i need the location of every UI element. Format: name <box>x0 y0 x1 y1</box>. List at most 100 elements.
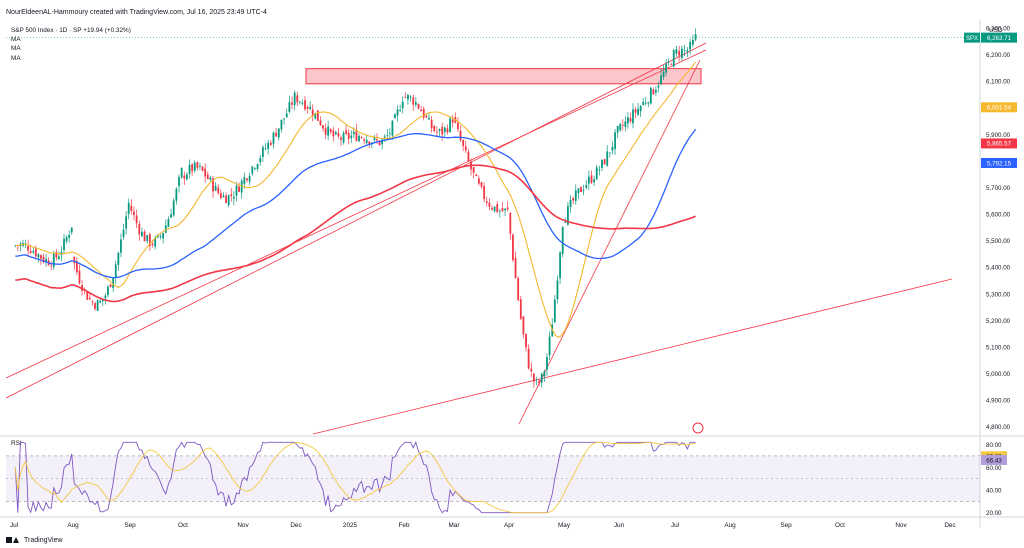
candle-body <box>78 270 81 284</box>
candle-body <box>342 132 345 143</box>
candle-body <box>275 132 278 137</box>
candle-body <box>378 140 381 146</box>
candle-body <box>477 178 480 184</box>
candle-body <box>172 200 175 216</box>
candle-body <box>660 75 662 84</box>
x-tick-label: Feb <box>398 522 409 529</box>
candle-body <box>457 122 459 130</box>
ma-mid-tag: 5,792.15 <box>981 157 1017 168</box>
ma-long-line <box>15 164 696 303</box>
candle-body <box>572 198 575 201</box>
candle-body <box>694 34 697 40</box>
candle-body <box>212 178 214 192</box>
candle-body <box>593 179 596 183</box>
candle-body <box>449 118 451 132</box>
candle-body <box>86 291 89 300</box>
candle-body <box>332 130 335 137</box>
candle-body <box>509 212 512 234</box>
legend-title: S&P 500 Index · 1D · SP +19.94 (+0.32%) <box>11 27 131 34</box>
rsi-tick-label: 80.00 <box>986 442 1002 449</box>
ma-long-tag-box <box>981 138 1017 149</box>
candle-body <box>365 139 368 144</box>
candle-body <box>435 131 438 133</box>
candle-body <box>272 132 275 144</box>
candle-body <box>428 117 430 120</box>
candle-body <box>261 147 264 157</box>
candle-body <box>94 303 96 309</box>
candle-body <box>543 371 546 377</box>
candle-body <box>27 245 30 251</box>
candle-body <box>675 49 678 54</box>
candle-body <box>652 89 655 95</box>
candle-body <box>569 199 572 208</box>
candle-body <box>559 252 561 279</box>
candle-body <box>196 162 199 168</box>
candle-body <box>148 234 151 246</box>
candle-body <box>209 177 212 180</box>
candle-body <box>73 256 76 264</box>
candle-body <box>498 210 501 212</box>
candle-body <box>632 109 634 124</box>
candle-body <box>327 126 330 136</box>
x-tick-label: Dec <box>290 522 302 529</box>
candle-body <box>388 133 391 134</box>
candle-body <box>319 120 322 126</box>
candle-body <box>63 238 65 251</box>
candle-body <box>219 192 222 199</box>
candle-body <box>151 243 154 245</box>
candle-body <box>504 208 506 211</box>
trendline-steep <box>518 59 701 425</box>
candle-body <box>642 101 645 105</box>
candle-body <box>582 189 585 191</box>
candle-body <box>464 146 467 151</box>
candle-body <box>109 284 112 288</box>
candle-body <box>214 185 217 191</box>
candle-body <box>446 128 449 133</box>
candle-body <box>88 297 91 300</box>
ma-mid-line <box>15 128 697 279</box>
x-tick-label: Mar <box>448 522 460 529</box>
candle-body <box>55 252 58 258</box>
candle-body <box>360 137 363 139</box>
candle-body <box>154 237 157 247</box>
candle-body <box>298 101 301 103</box>
candle-body <box>501 208 504 212</box>
y-tick-label: 5,300.00 <box>986 291 1011 298</box>
rsi-label: RSI <box>11 440 22 447</box>
candle-body <box>75 261 78 273</box>
candle-body <box>624 121 627 128</box>
candle-body <box>277 128 280 138</box>
candle-body <box>65 237 68 242</box>
candle-body <box>178 176 180 187</box>
candle-body <box>417 104 420 109</box>
candle-body <box>399 109 402 112</box>
candle-body <box>40 254 42 259</box>
ma-long-tag-value: 5,865.57 <box>987 141 1012 148</box>
x-tick-label: Jul <box>671 522 679 529</box>
y-tick-label: 5,700.00 <box>986 185 1011 192</box>
candle-body <box>337 133 340 137</box>
candle-body <box>37 254 40 258</box>
candles <box>14 28 697 388</box>
candle-body <box>665 63 667 73</box>
y-tick-label: 5,400.00 <box>986 265 1011 272</box>
candle-body <box>517 278 520 301</box>
candle-body <box>251 166 254 174</box>
candle-body <box>420 109 423 112</box>
ma-mid-tag-box <box>981 157 1017 168</box>
candle-body <box>514 257 517 279</box>
candle-body <box>107 286 109 295</box>
candle-body <box>170 214 172 218</box>
candle-body <box>683 49 686 51</box>
candle-body <box>186 174 188 180</box>
candle-body <box>383 136 386 138</box>
candle-body <box>248 175 251 182</box>
rsi-tick-label: 60.00 <box>986 465 1002 472</box>
candle-body <box>314 112 317 119</box>
candle-body <box>358 135 360 142</box>
candle-body <box>667 61 670 63</box>
x-tick-label: Jul <box>10 522 18 529</box>
candle-body <box>135 215 138 224</box>
candle-body <box>206 174 209 179</box>
